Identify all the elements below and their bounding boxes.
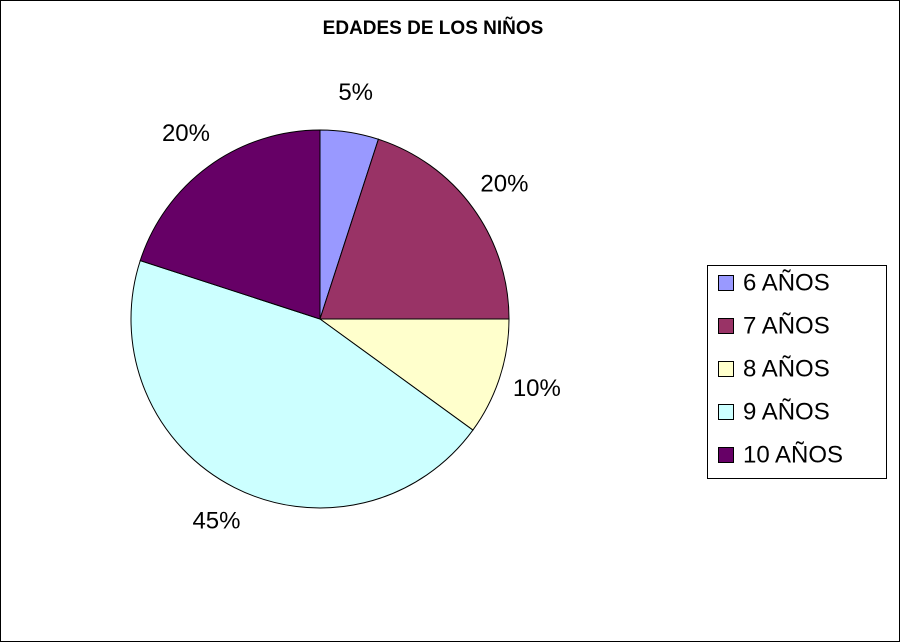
pie-slice [319,138,510,320]
pie-slice [130,259,474,509]
legend-label: 10 AÑOS [743,441,843,468]
data-label: 10% [513,375,561,402]
data-label: 45% [192,507,240,534]
legend-label: 8 AÑOS [743,355,830,382]
data-label: 20% [162,120,210,147]
legend-swatch [718,447,734,463]
legend-swatch [718,361,734,377]
legend-swatch [718,275,734,291]
legend-box [707,265,887,479]
pie-slice [139,129,321,320]
data-label: 5% [338,79,373,106]
legend-swatch [718,404,734,420]
legend-label: 7 AÑOS [743,312,830,339]
data-label: 20% [480,170,528,197]
legend-swatch [718,318,734,334]
pie-slice [318,318,510,431]
chart-title: EDADES DE LOS NIÑOS [323,17,544,39]
legend-label: 6 AÑOS [743,269,830,296]
legend-label: 9 AÑOS [743,398,830,425]
